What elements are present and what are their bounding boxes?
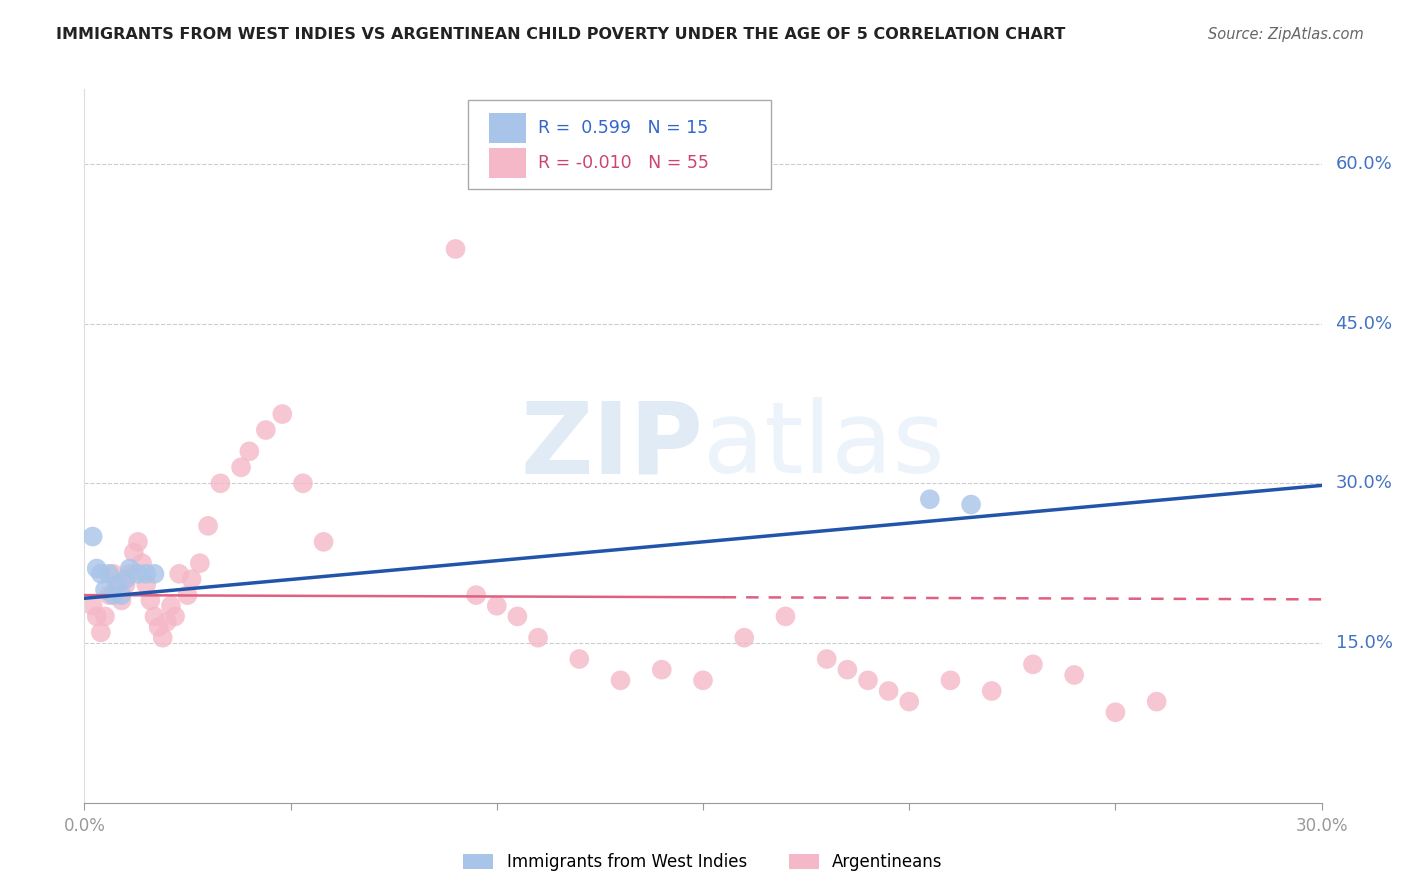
Point	[877, 684, 900, 698]
Point	[167, 566, 190, 581]
Point	[188, 556, 211, 570]
Point	[815, 652, 838, 666]
Point	[152, 631, 174, 645]
Point	[165, 609, 187, 624]
Text: R =  0.599   N = 15: R = 0.599 N = 15	[538, 120, 709, 137]
Point	[918, 492, 941, 507]
Point	[139, 593, 162, 607]
Point	[837, 663, 859, 677]
Point	[1146, 695, 1168, 709]
Point	[90, 625, 112, 640]
Point	[118, 561, 141, 575]
FancyBboxPatch shape	[468, 100, 770, 189]
Point	[980, 684, 1002, 698]
Point	[98, 566, 121, 581]
Text: IMMIGRANTS FROM WEST INDIES VS ARGENTINEAN CHILD POVERTY UNDER THE AGE OF 5 CORR: IMMIGRANTS FROM WEST INDIES VS ARGENTINE…	[56, 27, 1066, 42]
Point	[856, 673, 879, 688]
Point	[160, 599, 183, 613]
Text: 30.0%: 30.0%	[1336, 475, 1392, 492]
Point	[485, 599, 508, 613]
Text: ZIP: ZIP	[520, 398, 703, 494]
Point	[238, 444, 260, 458]
Point	[1104, 706, 1126, 720]
Point	[148, 620, 170, 634]
Point	[135, 577, 157, 591]
Point	[939, 673, 962, 688]
Bar	[489, 113, 526, 143]
Point	[94, 582, 117, 597]
Point	[775, 609, 797, 624]
Point	[254, 423, 277, 437]
Point	[312, 534, 335, 549]
Point	[90, 566, 112, 581]
Point	[94, 609, 117, 624]
Bar	[489, 147, 526, 178]
Point	[118, 566, 141, 581]
Point	[197, 519, 219, 533]
Point	[527, 631, 550, 645]
Point	[444, 242, 467, 256]
Point	[291, 476, 314, 491]
Text: 15.0%: 15.0%	[1336, 634, 1392, 652]
Point	[609, 673, 631, 688]
Point	[131, 556, 153, 570]
Legend: Immigrants from West Indies, Argentineans: Immigrants from West Indies, Argentinean…	[456, 845, 950, 880]
Point	[86, 609, 108, 624]
Point	[1063, 668, 1085, 682]
Point	[135, 566, 157, 581]
Point	[110, 593, 132, 607]
Text: 45.0%: 45.0%	[1336, 315, 1393, 333]
Text: 60.0%: 60.0%	[1336, 154, 1392, 173]
Text: atlas: atlas	[703, 398, 945, 494]
Point	[960, 498, 983, 512]
Text: Source: ZipAtlas.com: Source: ZipAtlas.com	[1208, 27, 1364, 42]
Point	[110, 588, 132, 602]
Point	[86, 561, 108, 575]
Point	[176, 588, 198, 602]
Point	[1022, 657, 1045, 672]
Point	[898, 695, 921, 709]
Point	[122, 545, 145, 559]
Point	[506, 609, 529, 624]
Point	[143, 609, 166, 624]
Point	[103, 566, 125, 581]
Point	[105, 577, 128, 591]
Point	[98, 588, 121, 602]
Point	[105, 577, 128, 591]
Point	[209, 476, 232, 491]
Point	[156, 615, 179, 629]
Point	[114, 577, 136, 591]
Point	[229, 460, 252, 475]
Point	[114, 572, 136, 586]
Point	[82, 529, 104, 543]
Point	[82, 599, 104, 613]
Point	[127, 534, 149, 549]
Point	[271, 407, 294, 421]
Point	[733, 631, 755, 645]
Point	[127, 566, 149, 581]
Point	[692, 673, 714, 688]
Text: R = -0.010   N = 55: R = -0.010 N = 55	[538, 153, 709, 171]
Point	[465, 588, 488, 602]
Point	[103, 588, 125, 602]
Point	[143, 566, 166, 581]
Point	[568, 652, 591, 666]
Point	[651, 663, 673, 677]
Point	[180, 572, 202, 586]
